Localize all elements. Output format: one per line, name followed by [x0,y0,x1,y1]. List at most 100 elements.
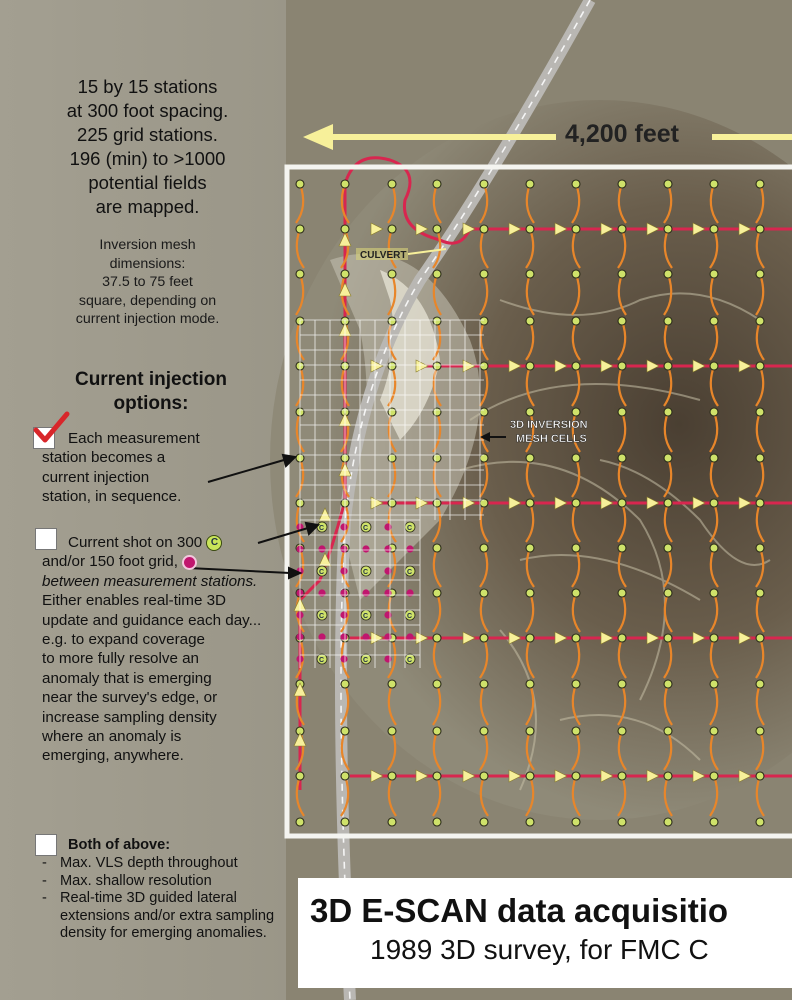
option2-line: e.g. to expand coverage [42,631,205,649]
station-marker [663,224,673,234]
magenta-station-marker-icon [384,523,392,531]
mesh-note-line: 37.5 to 75 feet [102,274,193,290]
station-marker [709,407,719,417]
station-marker [663,498,673,508]
summary-line: are mapped. [95,196,200,217]
option1-line: current injection [42,468,150,486]
option2-line: increase sampling density [42,708,217,726]
option2-text-a: Current shot on 300 [68,534,203,551]
station-marker [663,453,673,463]
direction-arrow-icon [415,769,429,783]
station-marker [340,224,350,234]
station-marker [755,543,765,553]
station-marker [387,817,397,827]
station-marker [663,588,673,598]
station-marker [709,316,719,326]
direction-arrow-icon [293,732,307,747]
station-marker [617,179,627,189]
mesh-note-line: Inversion mesh [99,237,196,253]
station-marker [571,224,581,234]
station-marker [525,817,535,827]
station-marker [432,588,442,598]
option3-heading: Both of above: [68,837,171,853]
station-marker [571,726,581,736]
station-marker [525,633,535,643]
station-marker [617,316,627,326]
station-marker [755,498,765,508]
station-marker [755,817,765,827]
option1-line: station, in sequence. [42,488,182,506]
station-marker [525,179,535,189]
summary-line: 15 by 15 stations [77,76,218,97]
magenta-station-marker-icon [384,589,392,597]
option2-line: near the survey's edge, or [42,689,218,707]
direction-arrow-icon [293,682,307,697]
direction-arrow-icon [370,769,384,783]
summary-line: potential fields [88,172,207,193]
station-marker [755,726,765,736]
direction-arrow-icon [738,496,752,510]
station-marker [709,633,719,643]
options-title-line: options: [113,393,189,414]
direction-arrow-icon [554,769,568,783]
direction-arrow-icon [692,769,706,783]
station-marker [709,453,719,463]
station-marker [709,817,719,827]
page-title: 3D E-SCAN data acquisitio [310,892,729,929]
station-marker [432,361,442,371]
station-marker [755,679,765,689]
station-marker [479,269,489,279]
station-marker [295,817,305,827]
station-marker [617,498,627,508]
magenta-station-marker-icon [318,545,326,553]
station-marker [295,179,305,189]
option2-checkbox[interactable] [35,528,57,550]
title-box: 3D E-SCAN data acquisitio 1989 3D survey… [298,878,792,988]
magenta-station-marker-icon [340,633,348,641]
station-marker [617,726,627,736]
station-marker [709,726,719,736]
magenta-station-marker-icon [340,523,348,531]
station-marker [479,817,489,827]
mesh-note-line: dimensions: [109,255,186,272]
station-marker [709,679,719,689]
station-marker [525,771,535,781]
station-marker [663,361,673,371]
station-marker [663,726,673,736]
page-subtitle: 1989 3D survey, for FMC C [370,934,709,965]
option3-item: Max. shallow resolution [42,873,302,891]
direction-arrow-icon [415,222,429,236]
station-marker [432,543,442,553]
station-marker [525,543,535,553]
magenta-station-marker-icon [406,633,414,641]
station-marker [571,771,581,781]
station-marker [479,588,489,598]
station-marker [709,543,719,553]
station-marker [432,771,442,781]
station-marker [525,269,535,279]
pointer-arrows [187,453,321,580]
magenta-station-marker-icon [340,611,348,619]
c-station-marker-icon [360,653,372,665]
direction-arrow-icon [508,769,522,783]
mesh-label-line1: 3D INVERSION [510,419,588,431]
c-station-marker-icon [360,521,372,533]
option2-text: Current shot on 300 C and/or 150 foot gr… [42,533,292,766]
option1-line: station becomes a [42,449,166,467]
direction-arrow-icon [692,631,706,645]
c-station-label: C [363,569,368,576]
station-marker [479,224,489,234]
option2-line: anomaly that is emerging [42,669,212,687]
direction-arrow-icon [462,631,476,645]
station-marker [525,361,535,371]
station-marker [571,679,581,689]
c-station-label: C [319,657,324,664]
direction-arrow-icon [462,769,476,783]
station-marker [387,726,397,736]
summary-line: 196 (min) to >1000 [69,148,226,169]
station-marker [617,269,627,279]
station-marker [755,269,765,279]
magenta-station-marker-icon [384,655,392,663]
station-marker [755,633,765,643]
summary-text: 15 by 15 stations at 300 foot spacing. 2… [20,75,275,219]
